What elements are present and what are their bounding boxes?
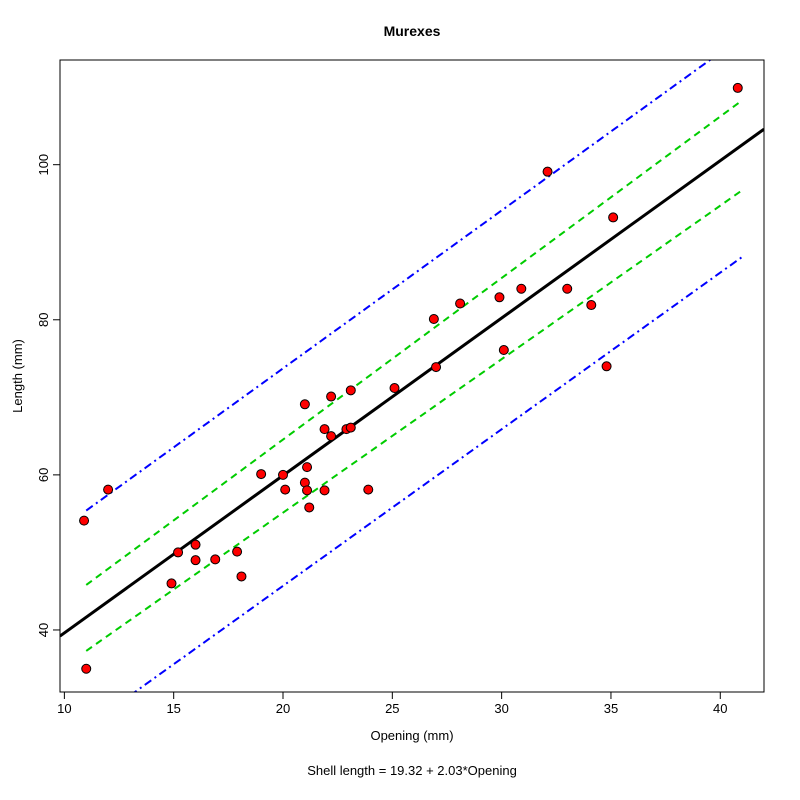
regression-line <box>60 127 764 638</box>
data-point <box>586 300 597 311</box>
data-point <box>302 462 313 473</box>
x-tick-label: 20 <box>276 701 290 716</box>
x-tick-label: 40 <box>713 701 727 716</box>
x-axis: 10 15 20 25 30 35 40 <box>57 692 728 716</box>
data-point <box>190 539 201 550</box>
x-tick-label: 10 <box>57 701 71 716</box>
x-tick-label: 25 <box>385 701 399 716</box>
data-point <box>190 555 201 566</box>
data-point <box>345 385 356 396</box>
prediction-band-upper <box>85 60 712 512</box>
data-point <box>173 547 184 558</box>
x-tick-label: 15 <box>166 701 180 716</box>
data-point <box>166 578 177 589</box>
data-point <box>302 485 313 496</box>
data-point <box>319 424 330 435</box>
data-point <box>732 82 743 93</box>
y-tick-label: 80 <box>36 313 51 327</box>
data-point <box>79 515 90 526</box>
data-point <box>498 345 509 356</box>
data-point <box>542 166 553 177</box>
data-point <box>232 546 243 557</box>
data-point <box>516 283 527 294</box>
plot-area <box>60 60 764 692</box>
data-point <box>389 383 400 394</box>
data-point <box>494 292 505 303</box>
data-point <box>103 484 114 495</box>
data-point <box>428 314 439 325</box>
data-point <box>455 298 466 309</box>
data-point <box>236 571 247 582</box>
y-tick-label: 60 <box>36 468 51 482</box>
x-axis-label: Opening (mm) <box>370 728 453 743</box>
data-point <box>210 554 221 565</box>
data-point <box>363 484 374 495</box>
data-point <box>278 469 289 480</box>
data-point <box>562 283 573 294</box>
data-point <box>280 484 291 495</box>
y-tick-label: 40 <box>36 623 51 637</box>
chart-title: Murexes <box>384 23 441 39</box>
data-point <box>326 391 337 402</box>
data-point <box>608 212 619 223</box>
data-point <box>431 362 442 373</box>
data-point <box>345 422 356 433</box>
data-point <box>601 361 612 372</box>
data-point <box>299 399 310 410</box>
data-point <box>304 502 315 513</box>
confidence-band-lower <box>85 189 743 652</box>
y-tick-label: 100 <box>36 154 51 176</box>
confidence-band-upper <box>85 99 743 586</box>
prediction-band-lower <box>133 256 743 692</box>
y-axis-label: Length (mm) <box>10 339 25 413</box>
data-point <box>319 485 330 496</box>
data-point <box>326 431 337 442</box>
x-tick-label: 35 <box>604 701 618 716</box>
plot-frame <box>59 59 765 693</box>
x-tick-label: 30 <box>494 701 508 716</box>
regression-equation: Shell length = 19.32 + 2.03*Opening <box>307 763 517 778</box>
data-point <box>256 469 267 480</box>
y-axis: 40 60 80 100 <box>36 154 60 637</box>
data-point <box>81 663 92 674</box>
